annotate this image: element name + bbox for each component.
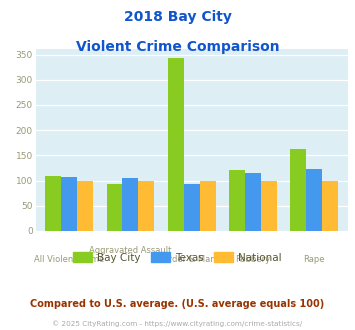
Bar	[229, 171, 245, 231]
Bar	[322, 181, 338, 231]
Bar	[245, 173, 261, 231]
Bar	[168, 58, 184, 231]
Bar	[106, 184, 122, 231]
Bar	[45, 176, 61, 231]
Text: Robbery: Robbery	[235, 255, 271, 264]
Bar	[306, 170, 322, 231]
Text: Violent Crime Comparison: Violent Crime Comparison	[76, 40, 279, 53]
Bar	[61, 177, 77, 231]
Text: Compared to U.S. average. (U.S. average equals 100): Compared to U.S. average. (U.S. average …	[31, 299, 324, 309]
Bar	[200, 181, 215, 231]
Bar	[77, 181, 93, 231]
Legend: Bay City, Texas, National: Bay City, Texas, National	[69, 248, 286, 267]
Bar	[122, 178, 138, 231]
Text: © 2025 CityRating.com - https://www.cityrating.com/crime-statistics/: © 2025 CityRating.com - https://www.city…	[53, 321, 302, 327]
Bar	[261, 181, 277, 231]
Bar	[138, 181, 154, 231]
Text: Murder & Mans...: Murder & Mans...	[156, 255, 228, 264]
Text: 2018 Bay City: 2018 Bay City	[124, 10, 231, 24]
Text: Rape: Rape	[304, 255, 325, 264]
Text: All Violent Crime: All Violent Crime	[34, 255, 104, 264]
Bar	[184, 184, 200, 231]
Text: Aggravated Assault: Aggravated Assault	[89, 246, 171, 255]
Bar	[290, 149, 306, 231]
